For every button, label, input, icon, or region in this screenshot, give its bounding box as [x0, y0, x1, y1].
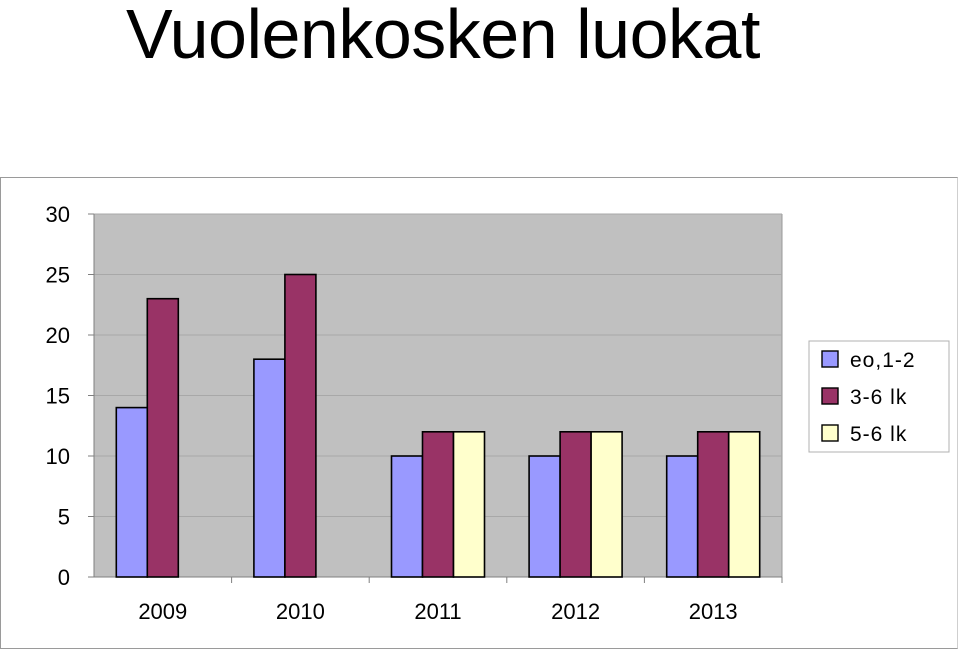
y-tick-label-5: 5	[58, 505, 70, 530]
bar-3-6-lk-2009	[146, 297, 180, 578]
bar-3-6-lk-2011	[421, 430, 455, 578]
bar-5-6-lk-2011	[452, 430, 486, 578]
legend-label: 5-6 lk	[850, 423, 907, 446]
page-title: Vuolenkosken luokat	[126, 0, 760, 73]
y-tick-label-25: 25	[46, 263, 70, 288]
y-tick-label-20: 20	[46, 323, 70, 348]
y-tick-label-10: 10	[46, 444, 70, 469]
y-tick-label-15: 15	[46, 384, 70, 409]
y-tick-label-0: 0	[58, 565, 70, 590]
bar-eo-1-2-2013	[665, 455, 699, 578]
bar-5-6-lk-2012	[590, 430, 623, 578]
bar-3-6-lk-2013	[696, 430, 730, 578]
bar-eo-1-2-2012	[528, 455, 561, 578]
x-tick-label-2013: 2013	[689, 599, 738, 624]
bar-5-6-lk-2013	[727, 430, 761, 578]
bar-eo-1-2-2009	[115, 406, 149, 578]
x-tick-label-2012: 2012	[551, 599, 600, 624]
y-tick-label-30: 30	[46, 202, 70, 227]
legend-swatch	[821, 387, 839, 405]
chart-frame	[0, 177, 958, 649]
bar-3-6-lk-2012	[559, 430, 592, 578]
x-tick-label-2010: 2010	[276, 599, 325, 624]
x-tick-label-2009: 2009	[138, 599, 187, 624]
x-tick-label-2011: 2011	[414, 599, 461, 624]
legend-label: eo,1-2	[850, 349, 916, 372]
bar-eo-1-2-2011	[390, 455, 424, 578]
bar-3-6-lk-2010	[284, 273, 317, 578]
legend-swatch	[821, 350, 839, 368]
bar-eo-1-2-2010	[253, 358, 286, 578]
legend-swatch	[821, 424, 839, 442]
legend-label: 3-6 lk	[850, 386, 907, 409]
